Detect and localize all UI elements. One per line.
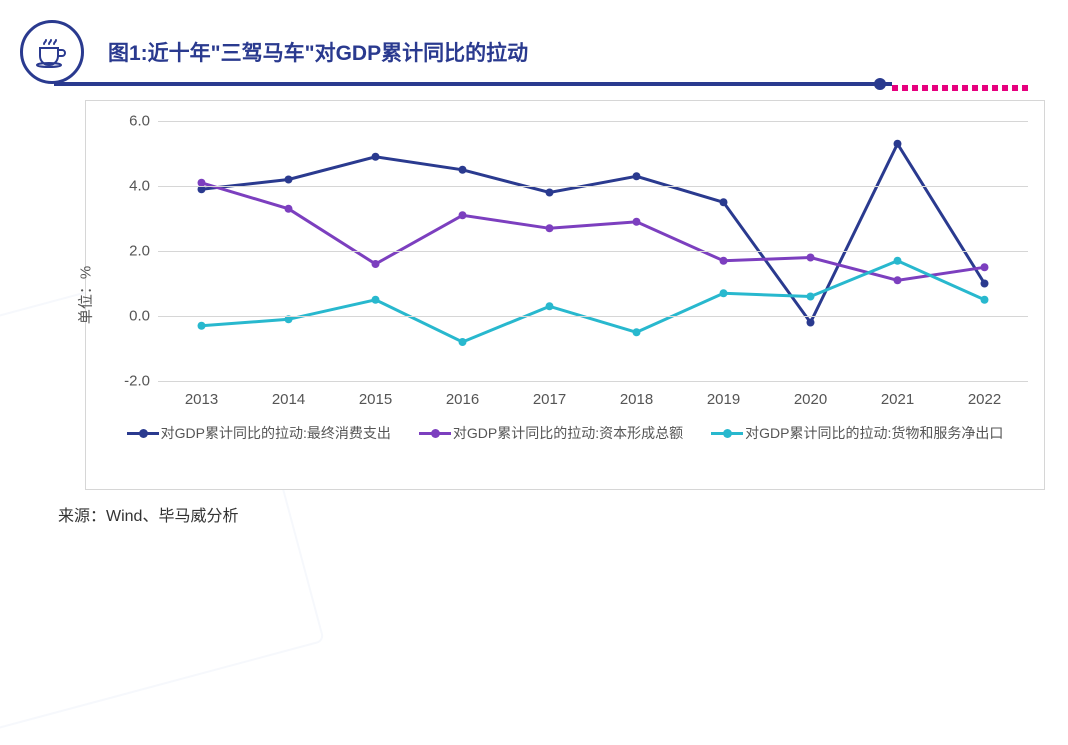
data-marker xyxy=(459,211,467,219)
x-tick-label: 2021 xyxy=(881,391,914,408)
data-marker xyxy=(633,328,641,336)
legend-label: 对GDP累计同比的拉动:资本形成总额 xyxy=(453,423,683,443)
legend-item: 对GDP累计同比的拉动:最终消费支出 xyxy=(127,423,391,443)
data-marker xyxy=(285,176,293,184)
data-marker xyxy=(894,257,902,265)
x-tick-label: 2014 xyxy=(272,391,305,408)
grid-line xyxy=(158,251,1028,252)
y-tick-label: 0.0 xyxy=(116,308,150,325)
data-marker xyxy=(459,338,467,346)
legend-label: 对GDP累计同比的拉动:货物和服务净出口 xyxy=(745,423,1003,443)
rule-end-dot xyxy=(874,78,886,90)
series-line xyxy=(202,144,985,323)
data-marker xyxy=(633,172,641,180)
series-line xyxy=(202,261,985,342)
legend: 对GDP累计同比的拉动:最终消费支出 对GDP累计同比的拉动:资本形成总额 对GDP… xyxy=(86,423,1044,443)
y-tick-label: 2.0 xyxy=(116,243,150,260)
legend-item: 对GDP累计同比的拉动:资本形成总额 xyxy=(419,423,683,443)
data-marker xyxy=(981,263,989,271)
x-tick-label: 2017 xyxy=(533,391,566,408)
legend-swatch xyxy=(711,432,743,435)
data-marker xyxy=(894,140,902,148)
legend-item: 对GDP累计同比的拉动:货物和服务净出口 xyxy=(711,423,1003,443)
data-marker xyxy=(981,280,989,288)
data-marker xyxy=(720,289,728,297)
data-marker xyxy=(372,260,380,268)
x-tick-label: 2022 xyxy=(968,391,1001,408)
data-marker xyxy=(807,293,815,301)
grid-line xyxy=(158,186,1028,187)
data-marker xyxy=(720,257,728,265)
series-line xyxy=(202,183,985,280)
data-marker xyxy=(633,218,641,226)
x-tick-label: 2020 xyxy=(794,391,827,408)
x-tick-label: 2016 xyxy=(446,391,479,408)
grid-line xyxy=(158,316,1028,317)
header: 图1:近十年"三驾马车"对GDP累计同比的拉动 xyxy=(0,0,1068,84)
chart-container: 单位：% 对GDP累计同比的拉动:最终消费支出对GDP累计同比的拉动:资本形成总… xyxy=(85,100,1045,490)
data-marker xyxy=(372,153,380,161)
x-tick-label: 2018 xyxy=(620,391,653,408)
grid-line xyxy=(158,121,1028,122)
y-tick-label: 4.0 xyxy=(116,178,150,195)
x-tick-label: 2013 xyxy=(185,391,218,408)
legend-swatch xyxy=(419,432,451,435)
data-marker xyxy=(546,302,554,310)
data-marker xyxy=(546,224,554,232)
data-marker xyxy=(198,322,206,330)
y-tick-label: 6.0 xyxy=(116,113,150,130)
y-tick-label: -2.0 xyxy=(116,373,150,390)
grid-line xyxy=(158,381,1028,382)
x-tick-label: 2015 xyxy=(359,391,392,408)
legend-label: 对GDP累计同比的拉动:最终消费支出 xyxy=(161,423,391,443)
data-marker xyxy=(459,166,467,174)
data-marker xyxy=(546,189,554,197)
x-tick-label: 2019 xyxy=(707,391,740,408)
source-text: 来源：Wind、毕马威分析 xyxy=(58,502,238,526)
data-marker xyxy=(894,276,902,284)
data-marker xyxy=(807,254,815,262)
data-marker xyxy=(720,198,728,206)
title-underline xyxy=(54,82,1036,86)
y-axis-label: 单位：% xyxy=(75,266,96,324)
data-marker xyxy=(372,296,380,304)
data-marker xyxy=(807,319,815,327)
rule-dashes xyxy=(892,79,1038,89)
data-marker xyxy=(981,296,989,304)
data-marker xyxy=(285,205,293,213)
chart-title: 图1:近十年"三驾马车"对GDP累计同比的拉动 xyxy=(108,37,528,67)
coffee-cup-icon xyxy=(20,20,84,84)
legend-swatch xyxy=(127,432,159,435)
